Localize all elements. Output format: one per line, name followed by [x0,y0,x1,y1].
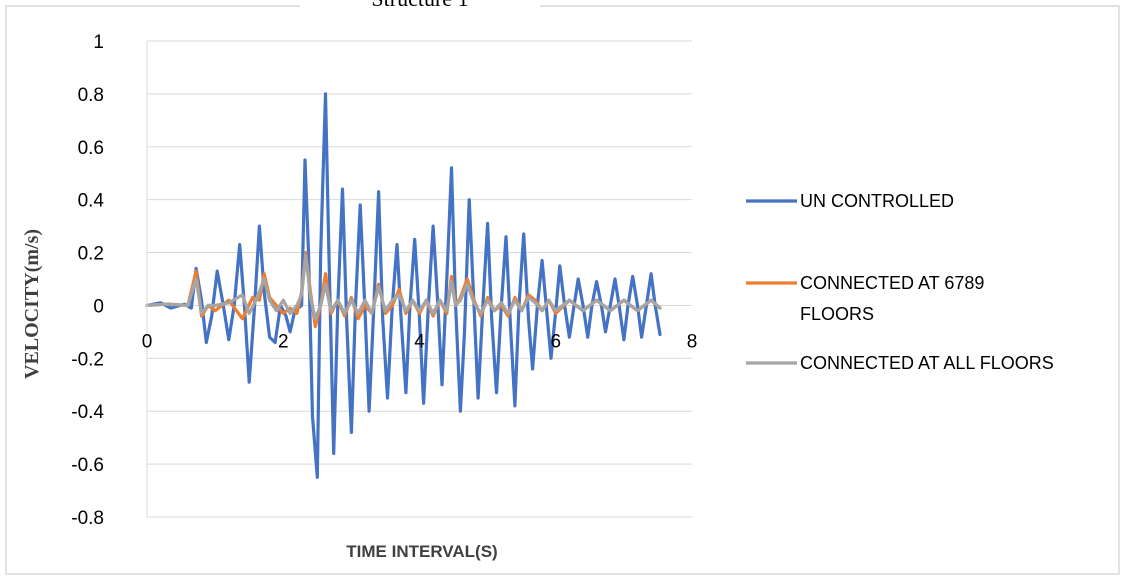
axes: 1 0.8 0.6 0.4 0.2 0 -0.2 -0.4 -0.6 -0.8 0 2 4 6 8 [71,32,697,529]
y-tick-label: 0.4 [78,191,105,212]
x-tick-label: 0 [142,331,153,352]
y-tick-label: -0.8 [71,508,104,529]
y-tick-label: -0.4 [71,402,104,423]
y-tick-label: 0.6 [78,138,104,159]
y-tick-label: 0.8 [78,85,104,106]
y-axis-label: VELOCITY(m/s) [21,229,43,379]
legend: UN CONTROLLED CONNECTED AT 6789 FLOORS CONN… [746,191,1054,373]
title-mask [300,0,540,9]
y-tick-label: -0.6 [71,455,104,476]
y-tick-label: -0.2 [71,349,104,370]
legend-label-1: UN CONTROLLED [800,191,954,211]
x-tick-label: 6 [550,331,561,352]
y-tick-label: 0 [93,296,104,317]
series-line-3 [145,253,662,321]
x-tick-label: 8 [687,331,698,352]
y-tick-label: 0.2 [78,244,104,265]
legend-label-3: CONNECTED AT ALL FLOORS [800,353,1054,373]
y-tick-label: 1 [93,32,104,53]
series-line-1 [145,92,662,479]
legend-label-2: CONNECTED AT 6789 FLOORS [800,273,984,324]
chart-title: Structure 1 [371,0,468,11]
x-tick-label: 2 [278,331,289,352]
x-tick-label: 4 [414,331,425,352]
series-lines [145,92,662,479]
x-axis-label: TIME INTERVAL(S) [346,542,497,561]
